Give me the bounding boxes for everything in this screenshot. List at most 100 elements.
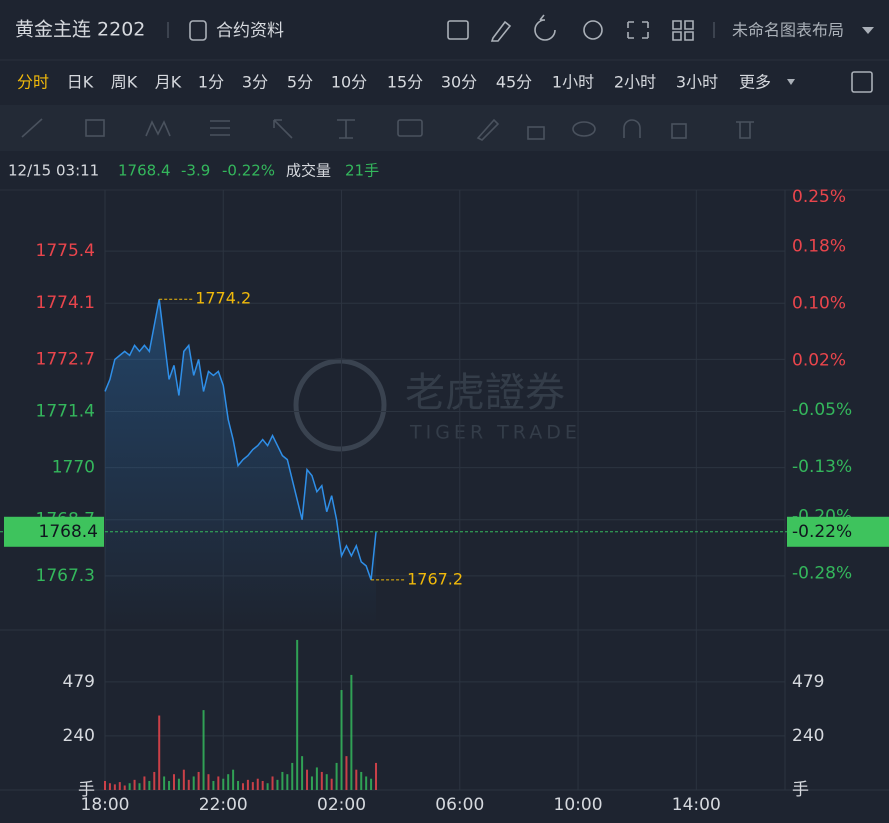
volume-bar <box>212 780 215 790</box>
x-tick-label: 06:00 <box>435 795 484 815</box>
volume-bar <box>163 776 166 790</box>
timeframe-tab[interactable]: 1分 <box>198 73 224 92</box>
volume-bar <box>182 769 185 790</box>
timeframe-tab[interactable]: 更多 <box>739 73 771 92</box>
fullscreen-icon[interactable] <box>627 21 649 39</box>
info-volume-label: 成交量 <box>286 162 331 180</box>
x-tick-label: 18:00 <box>81 795 130 815</box>
y-tick-label: 1767.3 <box>36 566 95 586</box>
y-tick-label: 1770 <box>52 458 95 478</box>
watermark-brand: 老虎證券 <box>405 370 565 416</box>
arrow-tool[interactable] <box>273 119 293 139</box>
doc-icon[interactable] <box>189 20 207 41</box>
indicator-icon[interactable] <box>447 20 469 40</box>
y-tick-label: 1771.4 <box>36 401 95 421</box>
y-tick-label: 1775.4 <box>36 241 95 261</box>
volume-bar <box>365 776 368 790</box>
y2-tick-label: -0.13% <box>792 457 852 477</box>
volume-bar <box>281 771 284 790</box>
volume-bar <box>251 782 254 790</box>
volume-tick-label: 479 <box>792 672 824 692</box>
timeframe-tab[interactable]: 日K <box>67 73 94 92</box>
volume-bar <box>256 778 259 790</box>
volume-bar <box>104 780 106 790</box>
dropdown-arrow[interactable] <box>787 79 795 85</box>
timeframe-tabs: 分时 日K 周K 月K 1分 3分 5分 10分 15分 30分 45分 1小时 2小时 3小时 更多 <box>17 73 771 92</box>
timeframe-tab[interactable]: 5分 <box>287 73 313 92</box>
rect-tool[interactable] <box>85 119 105 137</box>
info-change: -3.9 <box>181 162 210 180</box>
volume-bar <box>246 779 249 790</box>
timeframe-tab[interactable]: 2小时 <box>614 73 656 92</box>
volume-bar <box>350 674 353 790</box>
eye-tool[interactable] <box>572 121 596 137</box>
x-tick-label: 10:00 <box>554 795 603 815</box>
drawing-tools <box>21 118 754 141</box>
timeframe-tab[interactable]: 月K <box>155 73 182 92</box>
watermark-logo <box>293 358 387 452</box>
settings-icon[interactable] <box>583 20 603 40</box>
magnet-tool[interactable] <box>623 119 641 138</box>
volume-bar <box>345 756 348 790</box>
volume-bar <box>375 762 378 790</box>
volume-bar <box>310 776 313 790</box>
volume-bar <box>222 778 225 790</box>
draw-icon[interactable] <box>490 20 512 42</box>
timeframe-tab[interactable]: 周K <box>111 73 138 92</box>
reset-icon[interactable] <box>534 14 556 41</box>
volume-tick-label: 手 <box>792 780 809 800</box>
fib-tool[interactable] <box>210 120 230 136</box>
timeframe-tab[interactable]: 10分 <box>331 73 367 92</box>
volume-tick-label: 手 <box>78 780 95 800</box>
timeframe-tab[interactable]: 15分 <box>387 73 423 92</box>
timeframe-tab[interactable]: 45分 <box>496 73 532 92</box>
expand-icon[interactable] <box>851 71 873 93</box>
contract-info[interactable]: 合约资料 <box>216 21 284 41</box>
drawing-toolbar <box>0 105 889 151</box>
volume-bar <box>128 783 131 790</box>
volume-bar <box>261 780 264 790</box>
pattern-tool[interactable] <box>145 120 171 137</box>
volume-bar <box>118 782 121 790</box>
timeframe-tab[interactable]: 分时 <box>17 73 49 92</box>
dropdown-arrow[interactable] <box>862 27 874 34</box>
timeframe-tab[interactable]: 1小时 <box>552 73 594 92</box>
lock-tool[interactable] <box>527 126 545 140</box>
volume-bar <box>237 780 240 790</box>
timeframe-tab[interactable]: 3分 <box>242 73 268 92</box>
measure-tool[interactable] <box>337 119 355 139</box>
volume-bar <box>187 779 190 790</box>
volume-bar <box>217 776 220 790</box>
line-tool[interactable] <box>21 118 43 138</box>
volume-bar <box>202 710 205 790</box>
volume-bar <box>158 715 161 790</box>
volume-bar <box>320 771 323 790</box>
y-tick-label: 1774.1 <box>36 293 95 313</box>
volume-bar <box>271 776 274 790</box>
volume-bar <box>370 778 373 790</box>
volume-bar <box>133 779 136 790</box>
y2-tick-label: 0.18% <box>792 237 846 257</box>
volume-tick-label: 240 <box>792 726 824 746</box>
instrument-title: 黄金主连 2202 <box>15 19 145 41</box>
volume-bar <box>360 771 363 790</box>
timeframe-tab[interactable]: 30分 <box>441 73 477 92</box>
layout-name[interactable]: 未命名图表布局 <box>732 21 844 40</box>
x-tick-label: 02:00 <box>317 795 366 815</box>
copy-tool[interactable] <box>671 123 687 139</box>
timeframe-tab[interactable]: 3小时 <box>676 73 718 92</box>
volume-bar <box>276 779 279 790</box>
pen-tool[interactable] <box>476 118 500 141</box>
volume-bar <box>177 778 180 790</box>
y2-tick-label: -0.28% <box>792 563 852 583</box>
volume-bar <box>168 780 171 790</box>
y-tick-label: 1772.7 <box>36 349 95 369</box>
delete-tool[interactable] <box>736 121 754 139</box>
info-change-pct: -0.22% <box>222 162 275 180</box>
layout-icon[interactable] <box>672 20 694 41</box>
watermark-brand-en: TIGER TRADE <box>409 422 581 444</box>
max-label: 1774.2 <box>195 289 251 308</box>
text-tool[interactable] <box>397 119 423 137</box>
volume-bar <box>197 771 200 790</box>
